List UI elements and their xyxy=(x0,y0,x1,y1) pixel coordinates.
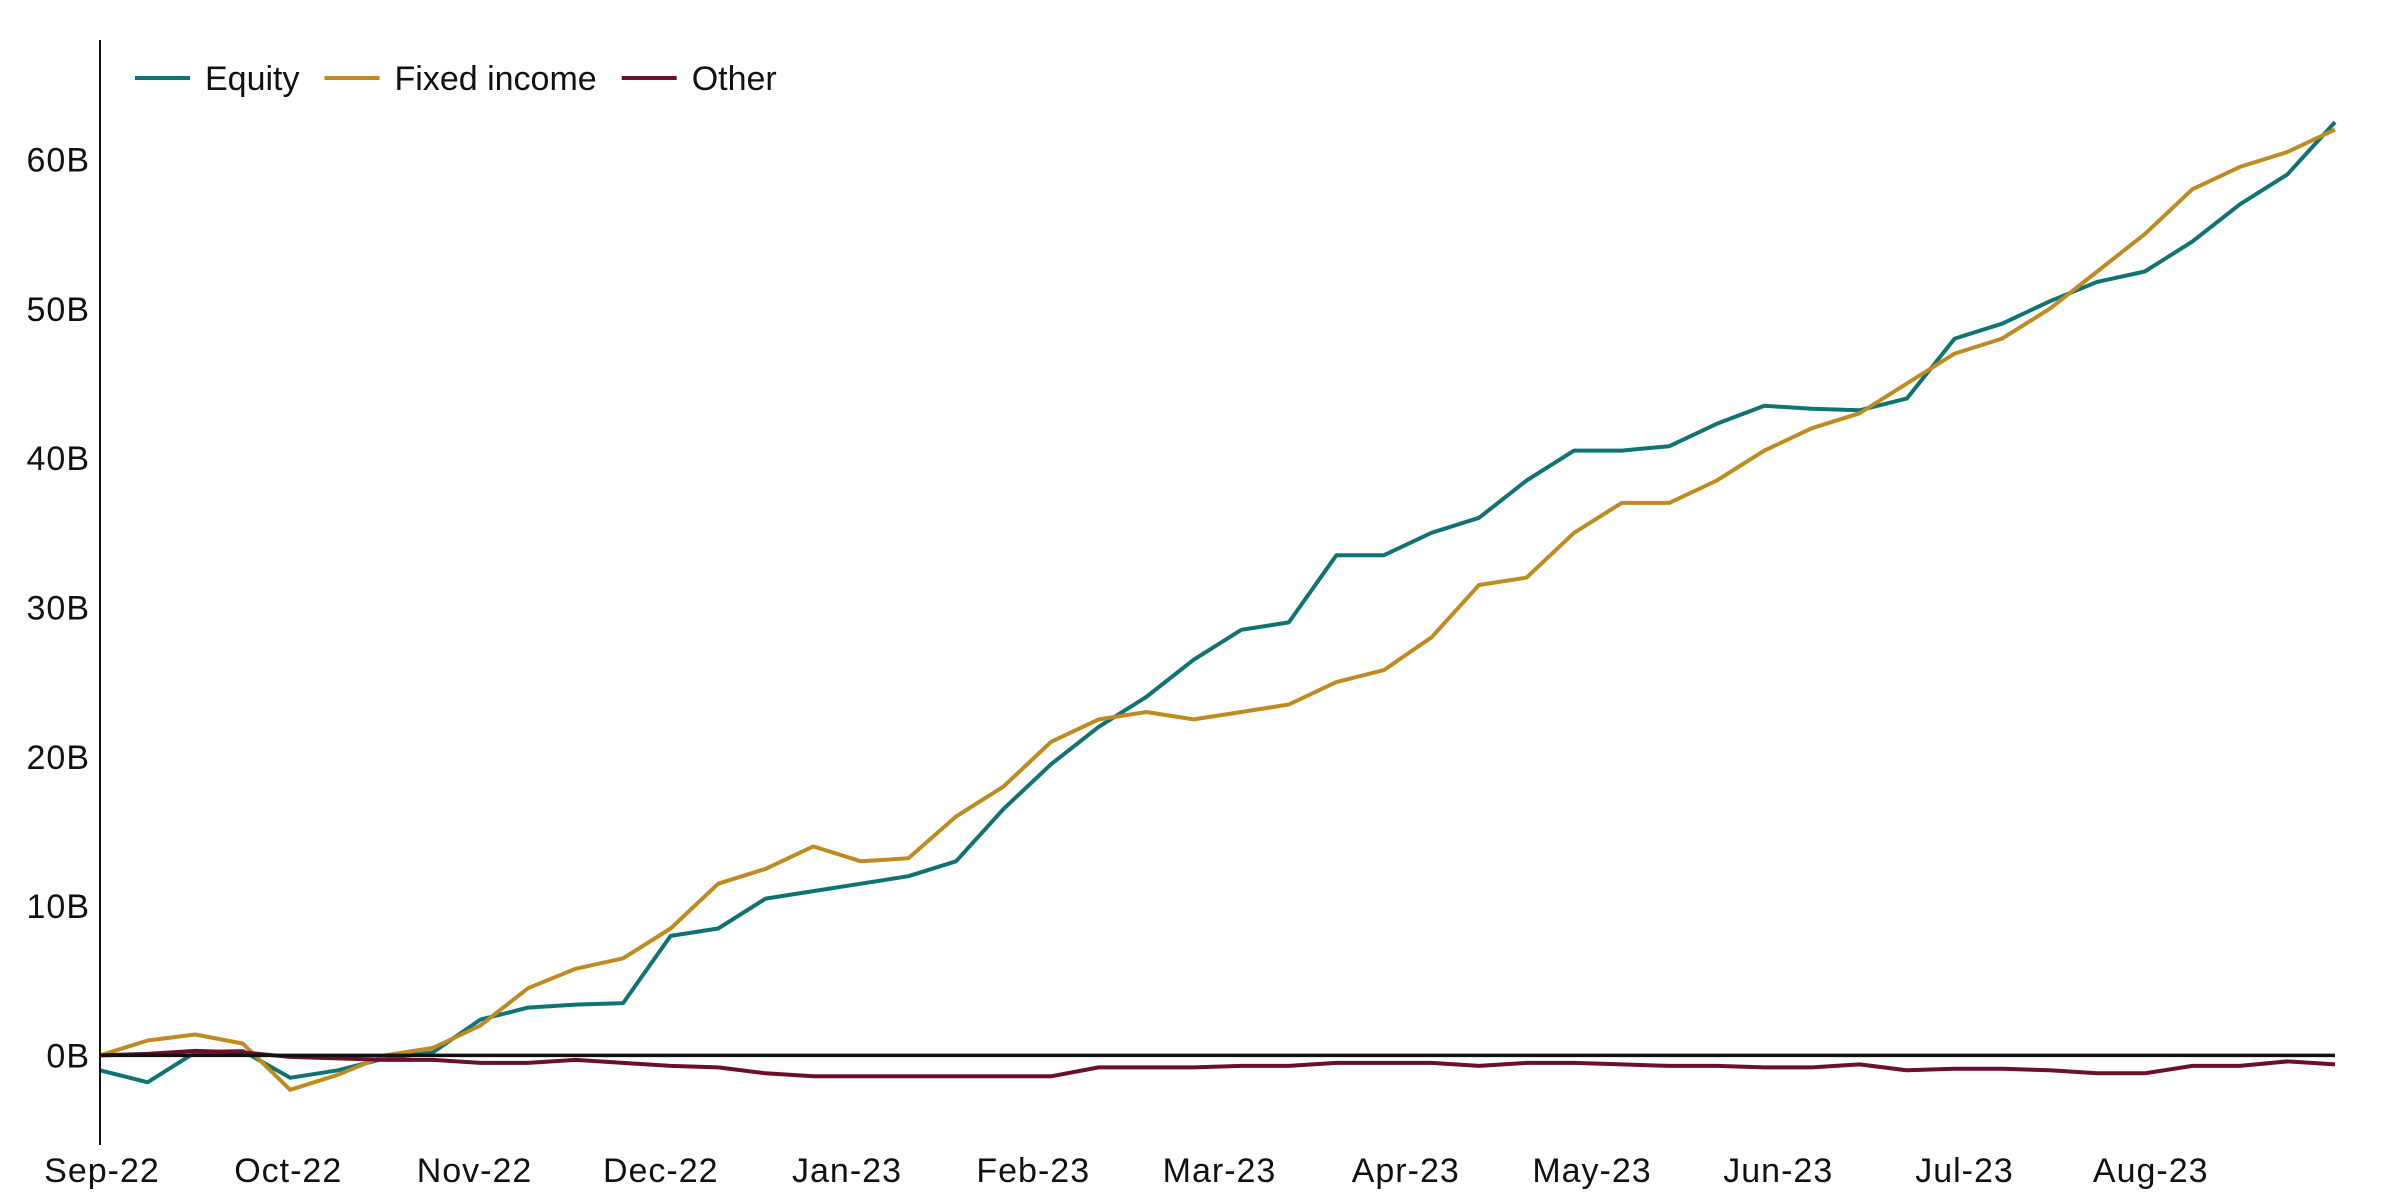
legend: Equity Fixed income Other xyxy=(135,60,777,98)
x-tick-label: Sep-22 xyxy=(44,1152,160,1190)
x-tick-label: Apr-23 xyxy=(1352,1152,1460,1190)
legend-label-fixed-income: Fixed income xyxy=(395,60,597,98)
y-tick-label: 10B xyxy=(27,888,91,926)
y-tick-label: 60B xyxy=(27,141,91,179)
series-line-equity xyxy=(99,120,2337,1085)
series-line-other xyxy=(99,1048,2336,1079)
x-tick-label: Mar-23 xyxy=(1163,1152,1277,1190)
y-tick-label: 50B xyxy=(27,291,91,329)
x-tick-label: Jul-23 xyxy=(1915,1152,2014,1190)
y-tick-label: 30B xyxy=(27,589,91,627)
legend-label-other: Other xyxy=(692,60,777,98)
axes xyxy=(99,40,2335,1145)
y-tick-label: 40B xyxy=(27,440,91,478)
series-line-fixed-income xyxy=(99,127,2336,1092)
y-tick-label: 20B xyxy=(27,739,91,777)
x-tick-label: Feb-23 xyxy=(976,1152,1090,1190)
x-tick-label: Jun-23 xyxy=(1723,1152,1833,1190)
y-tick-label: 0B xyxy=(46,1037,90,1075)
series-layer xyxy=(99,120,2337,1092)
x-tick-label: Jan-23 xyxy=(792,1152,902,1190)
y-axis-ticks: 0B 10B 20B 30B 40B 50B 60B xyxy=(27,141,91,1075)
x-tick-label: Dec-22 xyxy=(603,1152,719,1190)
x-tick-label: May-23 xyxy=(1532,1152,1651,1190)
x-tick-label: Aug-23 xyxy=(2093,1152,2209,1190)
x-axis-ticks: Sep-22 Oct-22 Nov-22 Dec-22 Jan-23 Feb-23 Mar-… xyxy=(44,1152,2209,1190)
legend-label-equity: Equity xyxy=(205,60,300,98)
x-tick-label: Nov-22 xyxy=(417,1152,533,1190)
x-tick-label: Oct-22 xyxy=(234,1152,342,1190)
